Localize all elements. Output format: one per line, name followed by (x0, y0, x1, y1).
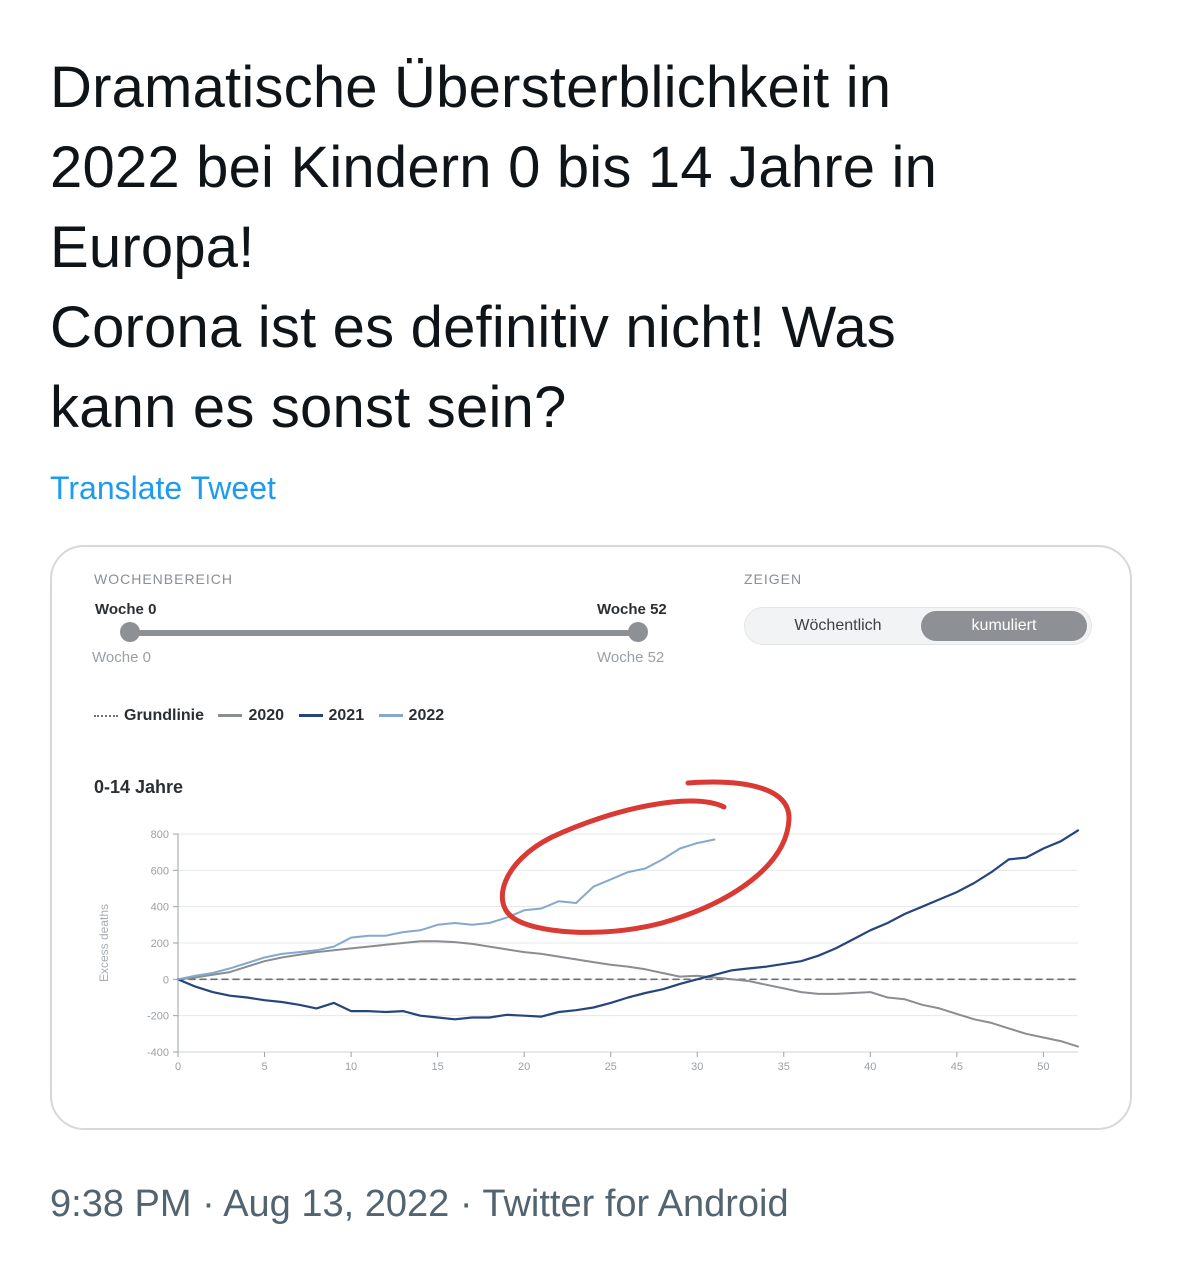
legend-item-2021: 2021 (298, 707, 364, 725)
x-tick-label: 30 (691, 1061, 703, 1073)
range-end-value: Woche 52 (597, 649, 665, 666)
red-annotation-circle (499, 779, 792, 935)
tweet-line: 2022 bei Kindern 0 bis 14 Jahre in (50, 135, 938, 200)
slider-end-handle[interactable] (628, 622, 648, 642)
toggle-cumulative[interactable]: kumuliert (921, 611, 1087, 641)
y-axis-label: Excess deaths (97, 904, 111, 982)
y-tick-label: 600 (151, 865, 169, 877)
x-tick-label: 40 (864, 1061, 876, 1073)
chart-title: 0-14 Jahre (94, 777, 184, 797)
x-tick-label: 45 (951, 1061, 963, 1073)
legend-item-2020: 2020 (218, 707, 284, 725)
tweet-text: Dramatische Übersterblichkeit in 2022 be… (50, 48, 1140, 448)
y-tick-label: 0 (163, 974, 169, 986)
series-line-2021 (176, 829, 1080, 1021)
x-tick-label: 25 (605, 1061, 617, 1073)
chart-image-card[interactable]: WOCHENBEREICH Woche 0 Woche 52 Woche 0 W… (50, 545, 1132, 1130)
x-tick-label: 50 (1037, 1061, 1049, 1073)
chart-legend: Grundlinie 2020 2021 2022 (94, 707, 454, 725)
y-tick-label: 200 (151, 938, 169, 950)
excess-deaths-chart: -400 -200 0 200 400 600 800 0 5 10 15 20 25 30 35 40 45 5… (97, 779, 1080, 1073)
legend-item-baseline: Grundlinie (94, 707, 204, 725)
range-end-label: Woche 52 (597, 601, 667, 618)
y-tick-label: 400 (151, 902, 169, 914)
tweet-line: Europa! (50, 215, 255, 280)
view-toggle: Wöchentlich kumuliert (744, 607, 1092, 645)
x-tick-label: 5 (261, 1061, 267, 1073)
y-tick-label: 800 (151, 829, 169, 841)
x-tick-label: 0 (175, 1061, 181, 1073)
series-line-2020 (177, 940, 1079, 1048)
y-tick-label: -200 (147, 1011, 169, 1023)
x-tick-label: 15 (431, 1061, 443, 1073)
translate-tweet-link[interactable]: Translate Tweet (50, 470, 276, 506)
legend-item-2022: 2022 (378, 707, 444, 725)
toggle-weekly[interactable]: Wöchentlich (794, 617, 882, 634)
range-start-value: Woche 0 (92, 649, 151, 666)
range-label: WOCHENBEREICH (94, 571, 234, 587)
x-tick-label: 10 (345, 1061, 357, 1073)
tweet-line: Dramatische Übersterblichkeit in (50, 55, 892, 120)
tweet-line: kann es sonst sein? (50, 375, 567, 440)
x-tick-label: 20 (518, 1061, 530, 1073)
week-range-slider[interactable] (130, 630, 638, 636)
series-line-2022 (177, 838, 716, 981)
tweet-line: Corona ist es definitiv nicht! Was (50, 295, 896, 360)
y-tick-label: -400 (147, 1047, 169, 1059)
range-start-label: Woche 0 (95, 601, 157, 618)
tweet-timestamp: 9:38 PM · Aug 13, 2022 · Twitter for And… (50, 1183, 789, 1225)
slider-start-handle[interactable] (120, 622, 140, 642)
x-tick-label: 35 (778, 1061, 790, 1073)
show-label: ZEIGEN (744, 571, 803, 587)
